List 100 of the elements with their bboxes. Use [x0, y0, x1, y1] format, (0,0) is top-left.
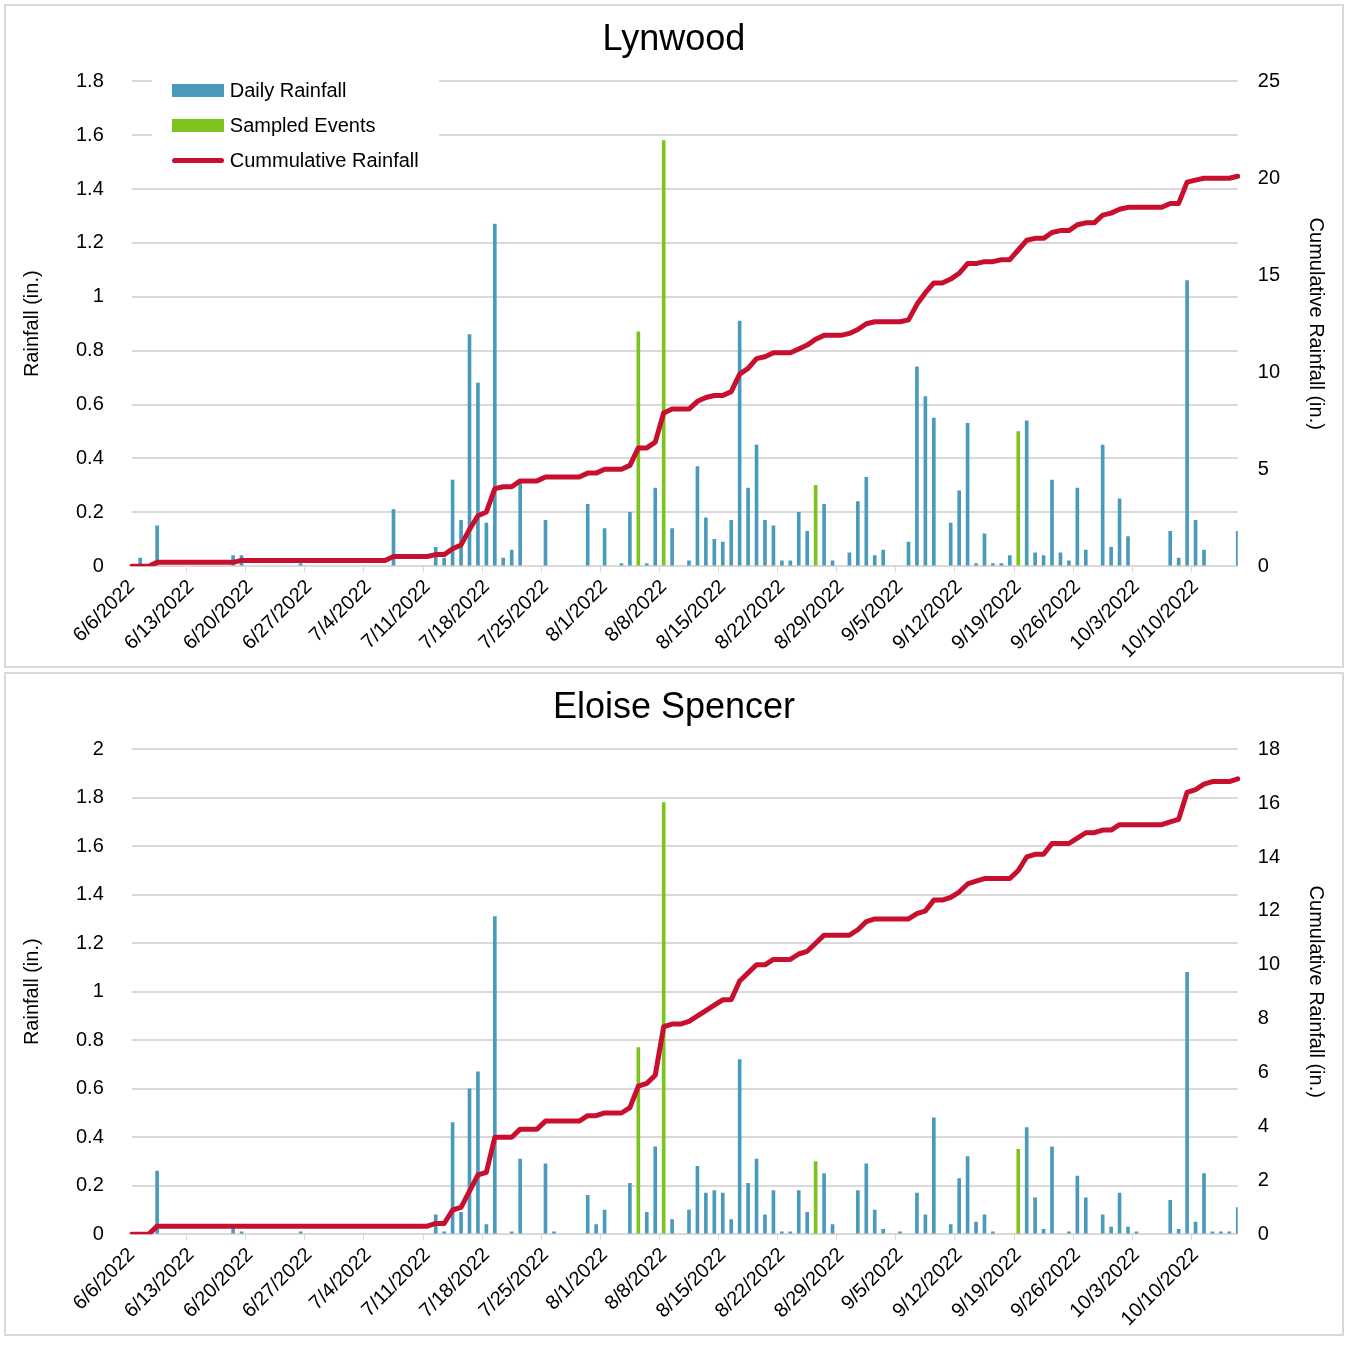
bar — [881, 1229, 885, 1234]
y-axis-title: Rainfall (in.) — [19, 938, 42, 1046]
bar — [687, 1209, 691, 1234]
y2-axis-title: Cumulative Rainfall (in.) — [1306, 217, 1329, 430]
bar — [780, 560, 784, 566]
bar — [1185, 280, 1189, 566]
y-tick-label: 1.2 — [75, 930, 104, 953]
bar — [298, 563, 303, 566]
bar — [644, 563, 649, 566]
bar — [822, 503, 826, 566]
bar — [653, 1146, 658, 1234]
bar — [1067, 1231, 1071, 1234]
bar — [1100, 1214, 1105, 1234]
y-tick-label: 1 — [92, 284, 104, 307]
chart-title: Eloise Spencer — [552, 684, 796, 726]
y2-tick-label: 0 — [1257, 553, 1269, 576]
y2-tick-label: 18 — [1257, 736, 1280, 759]
bar — [712, 538, 717, 566]
bar — [644, 1212, 649, 1234]
bar — [1227, 1231, 1232, 1234]
bar — [661, 140, 666, 566]
y-tick-label: 0.2 — [75, 499, 104, 522]
bar — [239, 1231, 244, 1234]
bar — [1067, 560, 1071, 566]
y-axis-title: Rainfall (in.) — [19, 270, 42, 378]
y-tick-label: 0.8 — [75, 338, 104, 361]
bar — [628, 512, 632, 566]
y-tick-label: 1.8 — [75, 68, 104, 91]
bar — [298, 1231, 303, 1234]
bar — [594, 1224, 598, 1234]
bar — [1016, 431, 1021, 566]
bar — [872, 1209, 877, 1234]
bar — [1109, 547, 1113, 566]
bar — [653, 487, 658, 566]
y2-tick-label: 12 — [1257, 898, 1280, 921]
bar — [856, 1190, 860, 1234]
y2-tick-label: 5 — [1257, 456, 1269, 479]
bar — [509, 1231, 514, 1234]
bar — [712, 1190, 717, 1234]
bar — [704, 517, 708, 566]
y2-tick-label: 20 — [1257, 165, 1280, 188]
bar — [1126, 1226, 1130, 1234]
bar — [948, 1224, 953, 1234]
y-tick-label: 1.4 — [75, 176, 104, 199]
bar — [805, 1212, 810, 1234]
bar — [1050, 1146, 1054, 1234]
bar — [476, 382, 480, 566]
y-tick-label: 1.6 — [75, 833, 104, 856]
y2-tick-label: 4 — [1257, 1113, 1269, 1136]
legend-label: Daily Rainfall — [229, 79, 347, 103]
bar — [661, 802, 666, 1234]
bar — [670, 1219, 674, 1234]
bar — [1168, 1199, 1173, 1234]
bar — [628, 1182, 632, 1234]
bar — [763, 1214, 767, 1234]
y2-tick-label: 0 — [1257, 1221, 1269, 1244]
bar — [974, 563, 978, 566]
bar — [957, 1178, 961, 1234]
y-tick-label: 1 — [92, 979, 104, 1002]
y-tick-label: 1.2 — [75, 230, 104, 253]
bar — [729, 520, 734, 566]
bar — [864, 1163, 869, 1234]
y2-tick-label: 25 — [1257, 68, 1280, 91]
y-tick-label: 1.8 — [75, 785, 104, 808]
bar — [1109, 1226, 1113, 1234]
y-tick-label: 0 — [92, 1221, 104, 1244]
bar — [1100, 444, 1105, 566]
bar — [442, 557, 446, 566]
y-tick-label: 0.4 — [75, 1124, 104, 1147]
y2-tick-label: 10 — [1257, 359, 1280, 382]
bar — [1134, 1231, 1139, 1234]
bar — [856, 501, 860, 566]
bar — [864, 476, 869, 566]
y2-tick-label: 2 — [1257, 1167, 1269, 1190]
bar — [746, 1182, 750, 1234]
bar — [1126, 536, 1130, 566]
bar — [872, 555, 877, 566]
bar — [1185, 971, 1189, 1234]
bar — [974, 1221, 978, 1234]
bar — [915, 366, 919, 566]
bar — [881, 549, 885, 566]
bar — [1168, 530, 1173, 566]
bar — [1024, 1127, 1029, 1234]
bar — [948, 522, 953, 566]
bar — [1007, 555, 1012, 566]
bar — [932, 1117, 936, 1234]
bar — [991, 1231, 995, 1234]
bar — [619, 563, 624, 566]
bar — [1219, 1231, 1223, 1234]
bar — [585, 503, 590, 566]
bar — [1210, 1231, 1215, 1234]
y-tick-label: 0.6 — [75, 392, 104, 415]
bar — [476, 1071, 480, 1234]
bar — [1033, 1197, 1037, 1234]
bar — [459, 1212, 463, 1234]
bar — [1202, 549, 1206, 566]
bar — [670, 528, 674, 566]
y-tick-label: 2 — [92, 736, 104, 759]
bar — [552, 1231, 556, 1234]
y-tick-label: 0.6 — [75, 1076, 104, 1099]
